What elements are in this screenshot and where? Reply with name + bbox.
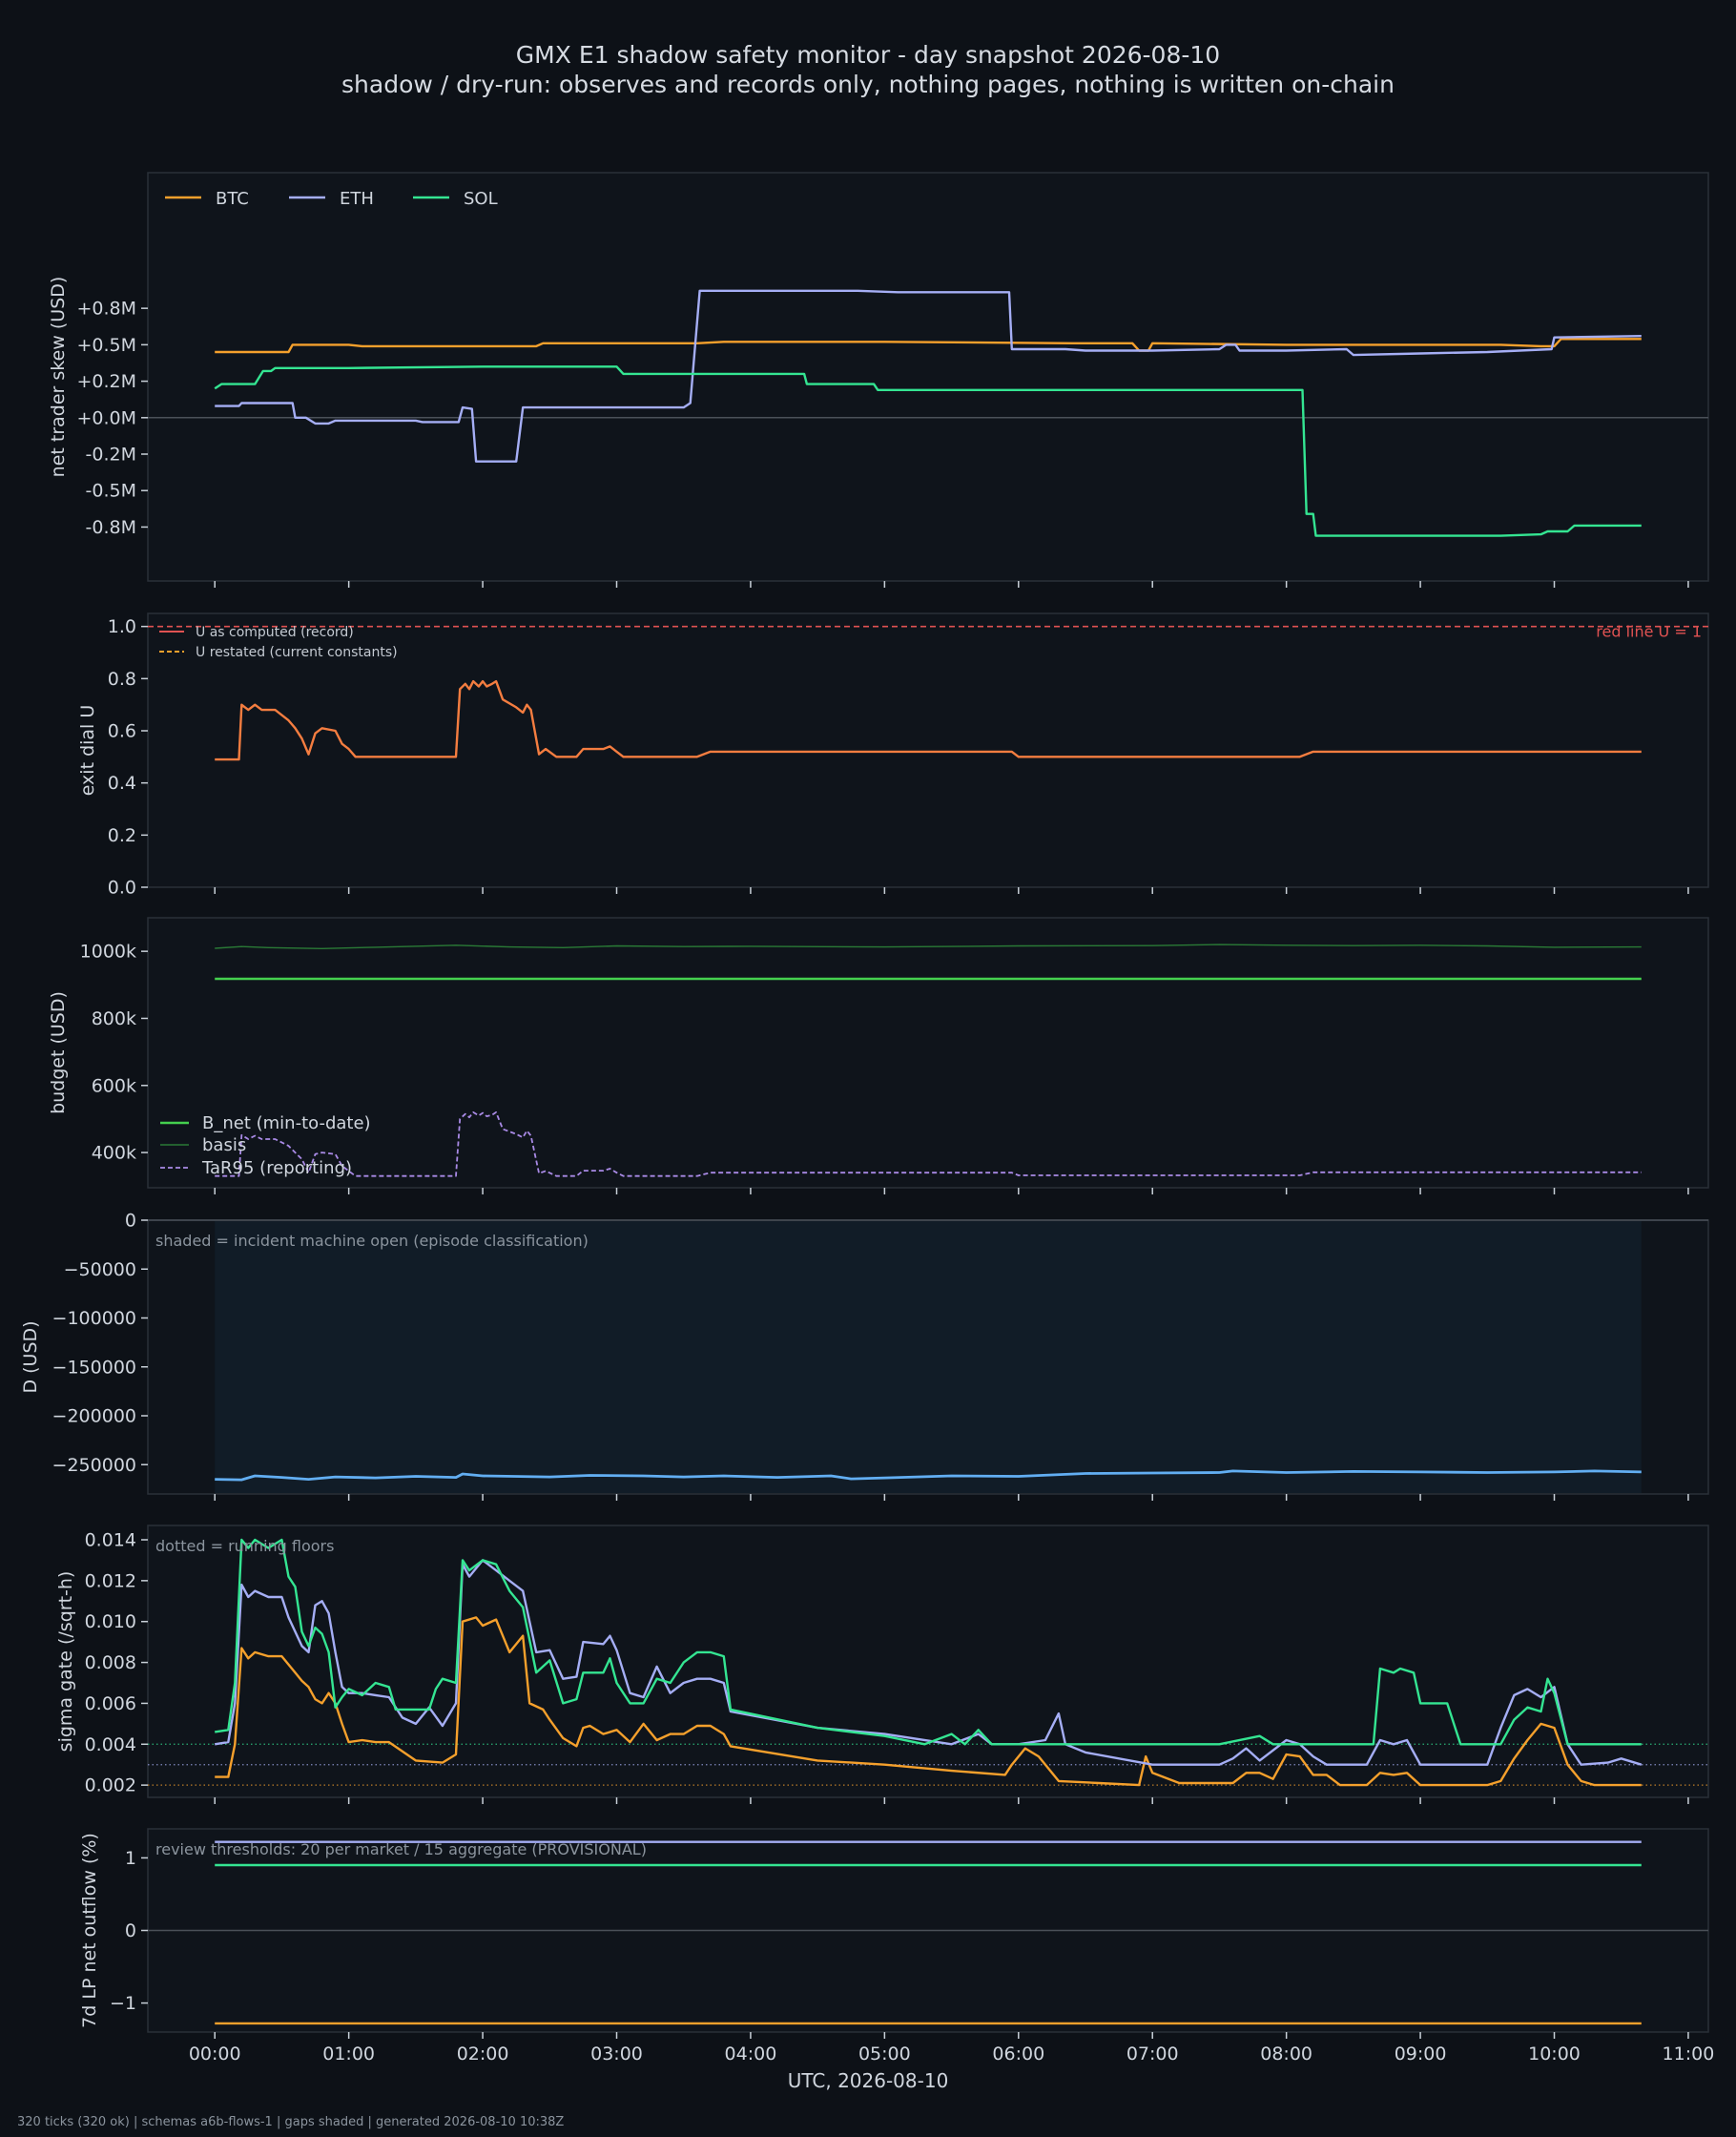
x-axis-label: UTC, 2026-08-10 [788,2069,949,2092]
incident-shade [215,1221,1642,1493]
y-tick-label: +0.2M [76,371,136,392]
x-tick-label: 10:00 [1528,2044,1581,2064]
y-tick-label: 0.006 [85,1693,136,1714]
panels: -0.8M -0.5M -0.2M +0.0M +0.2M +0.5M +0.8M net t… [20,172,1715,2064]
series-line-skew-eth [215,289,1642,463]
y-tick-label: -0.5M [86,481,136,502]
y-tick-label: 0.014 [85,1530,136,1551]
x-tick-label: 08:00 [1260,2044,1312,2064]
y-tick-label: −150000 [52,1357,136,1378]
series-line-sigma-eth [215,1559,1643,1766]
legend-label: TaR95 (reporting) [201,1158,352,1178]
y-tick-label: 0.6 [108,721,136,742]
chart-title: GMX E1 shadow safety monitor - day snaps… [516,41,1220,69]
x-tick-label: 01:00 [322,2044,375,2064]
y-tick-label: -0.8M [86,517,136,538]
panel-skew: -0.8M -0.5M -0.2M +0.0M +0.2M +0.5M +0.8M net t… [48,172,1709,588]
y-tick-label: 0.004 [85,1734,136,1755]
y-tick-label: 0.4 [108,773,136,794]
y-tick-label: 400k [92,1143,136,1164]
series-line-skew-sol [214,365,1642,537]
legend-label: SOL [464,189,498,209]
y-axis-label-sigma: sigma gate (/sqrt-h) [55,1571,76,1753]
x-tick-label: 06:00 [992,2044,1044,2064]
y-axis-label-skew: net trader skew (USD) [48,277,69,478]
y-tick-label: -0.2M [86,445,136,466]
chart-subtitle: shadow / dry-run: observes and records o… [341,71,1395,98]
panel-note-sigma: dotted = running floors [155,1537,334,1555]
legend-label: U as computed (record) [196,625,354,640]
y-tick-label: 0.008 [85,1652,136,1673]
legend-budget: B_net (min-to-date)basis TaR95 (reporting… [160,1113,371,1178]
y-axis-label-u: exit dial U [77,705,98,797]
series-line-d-d [215,1469,1642,1482]
y-tick-label: 600k [92,1075,136,1096]
y-axis-label-d: D (USD) [20,1320,41,1393]
x-tick-label: 07:00 [1126,2044,1179,2064]
panel-note-lp: review thresholds: 20 per market / 15 ag… [155,1840,647,1858]
panel-budget: 400k 600k 800k 1000k budget (USD) B_net (min-… [48,917,1709,1194]
series-line-u-u-as-computed-record- [215,679,1642,761]
legend-label: basis [202,1135,246,1155]
red-line-label: red line U = 1 [1596,623,1702,641]
footer-status: 320 ticks (320 ok) | schemas a6b-flows-1… [17,2115,564,2129]
y-tick-label: −250000 [52,1455,136,1476]
y-tick-label: 1000k [80,942,136,963]
x-tick-label: 05:00 [858,2044,911,2064]
y-tick-label: −1 [110,1993,136,2014]
y-tick-label: −200000 [52,1406,136,1427]
x-tick-label: 11:00 [1663,2044,1715,2064]
x-tick-label: 02:00 [457,2044,509,2064]
panel-u: 0.0 0.2 0.4 0.6 0.8 1.0 exit dial U red line U … [77,612,1709,899]
y-tick-label: 800k [92,1008,136,1029]
y-tick-label: +0.0M [76,407,136,428]
y-tick-label: 0 [125,1920,136,1941]
panel-sigma: 0.002 0.004 0.006 0.008 0.010 0.012 0.014 sigma… [55,1525,1709,1804]
y-tick-label: 0.010 [85,1611,136,1632]
legend-skew: BTC ETH SOL [165,189,498,209]
panel-note-d: shaded = incident machine open (episode … [155,1232,589,1250]
legend-label: BTC [216,189,249,209]
y-tick-label: 0.2 [108,825,136,846]
x-tick-label: 03:00 [590,2044,643,2064]
y-tick-label: +0.8M [76,299,136,320]
x-tick-label: 04:00 [725,2044,777,2064]
legend-u: U as computed (record) U restated (curren… [159,625,398,660]
panel-frame-u [147,612,1709,888]
y-tick-label: 0.012 [85,1570,136,1591]
legend-label: ETH [340,189,374,209]
y-axis-label-lp: 7d LP net outflow (%) [79,1833,100,2028]
legend-label: U restated (current constants) [196,645,398,660]
y-tick-label: 0.8 [108,669,136,690]
y-tick-label: −50000 [64,1259,136,1280]
y-tick-label: 1.0 [108,616,136,637]
series-line-sigma-sol [215,1538,1642,1746]
panel-d: 0 −50000 −100000 −150000 −200000 −250000 D (US… [20,1211,1709,1501]
panel-lp: 00:00 01:00 02:00 03:00 04:00 05:00 06:00 07:00… [79,1828,1715,2064]
panel-frame-budget [147,917,1709,1189]
series-line-skew-btc [215,338,1642,354]
y-tick-label: 1 [125,1848,136,1869]
series-line-budget-tar95-reporting- [215,1111,1642,1177]
x-tick-label: 09:00 [1395,2044,1447,2064]
y-tick-label: 0 [125,1211,136,1232]
panel-frame-sigma [147,1525,1709,1798]
y-tick-label: −100000 [52,1308,136,1329]
y-tick-label: +0.5M [76,335,136,356]
panel-frame-skew [147,172,1709,582]
series-line-budget-basis [215,944,1642,949]
y-tick-label: 0.002 [85,1775,136,1796]
y-axis-label-budget: budget (USD) [48,991,69,1114]
y-tick-label: 0.0 [108,878,136,899]
legend-label: B_net (min-to-date) [202,1113,371,1133]
x-tick-label: 00:00 [189,2044,241,2064]
